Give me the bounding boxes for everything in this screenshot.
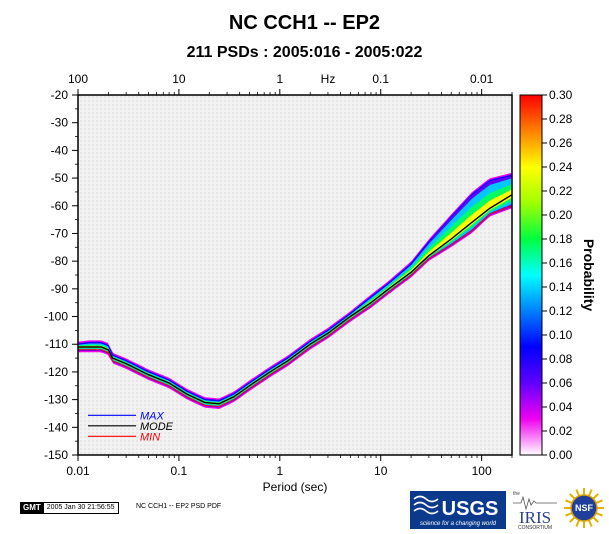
colorbar-tick-label: 0.30 bbox=[549, 88, 573, 102]
y-tick-label: -100 bbox=[44, 310, 68, 324]
colorbar-scale bbox=[519, 94, 543, 456]
colorbar-tick-label: 0.02 bbox=[549, 424, 573, 438]
gmt-stamp: GMT 2005 Jan 30 21:56:55 bbox=[20, 502, 119, 514]
gmt-logo: GMT bbox=[20, 502, 44, 514]
plot-area bbox=[77, 94, 513, 456]
usgs-logo: USGS science for a changing world bbox=[410, 491, 506, 529]
usgs-tagline: science for a changing world bbox=[420, 521, 497, 527]
iris-small-text: the bbox=[513, 491, 520, 497]
top-tick-label: 100 bbox=[68, 72, 88, 86]
iris-logo: the IRIS CONSORTIUM bbox=[513, 491, 557, 531]
nsf-text: NSF bbox=[575, 503, 594, 513]
colorbar-tick-label: 0.18 bbox=[549, 232, 573, 246]
y-tick-label: -120 bbox=[44, 365, 68, 379]
colorbar-tick-label: 0.16 bbox=[549, 256, 573, 270]
x-tick-label: 0.01 bbox=[66, 464, 90, 478]
y-tick-label: -60 bbox=[51, 199, 69, 213]
y-tick-label: -70 bbox=[51, 226, 69, 240]
y-tick-label: -80 bbox=[51, 254, 69, 268]
colorbar: 0.30 0.28 0.26 0.24 0.22 0.20 0.18 0.16 0.14 0.12… bbox=[519, 88, 597, 462]
y-tick-label: -30 bbox=[51, 116, 69, 130]
legend-label-mode: MODE bbox=[140, 421, 174, 433]
nsf-logo: NSF bbox=[564, 488, 604, 528]
y-tick-label: -150 bbox=[44, 448, 68, 462]
x-tick-label: 100 bbox=[472, 464, 492, 478]
timestamp: 2005 Jan 30 21:56:55 bbox=[43, 502, 119, 514]
colorbar-tick-label: 0.12 bbox=[549, 304, 573, 318]
y-tick-label: -130 bbox=[44, 393, 68, 407]
y-tick-label: -20 bbox=[51, 88, 69, 102]
legend-label-max: MAX bbox=[140, 410, 165, 422]
colorbar-tick-label: 0.24 bbox=[549, 160, 573, 174]
statistic-lines bbox=[78, 174, 512, 408]
series-line-mode bbox=[78, 194, 512, 405]
colorbar-tick-label: 0.06 bbox=[549, 376, 573, 390]
axes: 0.01 0.1 1 10 100 100 10 1 0.1 0.01 Hz -20 -30 -40 -50… bbox=[44, 72, 513, 494]
top-tick-label: 1 bbox=[276, 72, 283, 86]
chart-title: NC CCH1 -- EP2 bbox=[228, 12, 381, 34]
y-tick-label: -110 bbox=[45, 337, 68, 351]
iris-text: IRIS bbox=[519, 508, 551, 527]
usgs-text: USGS bbox=[442, 498, 499, 520]
colorbar-tick-label: 0.04 bbox=[549, 400, 573, 414]
colorbar-tick-label: 0.10 bbox=[549, 328, 573, 342]
colorbar-tick-label: 0.20 bbox=[549, 208, 573, 222]
colorbar-tick-label: 0.14 bbox=[549, 280, 573, 294]
legend-label-min: MIN bbox=[140, 431, 160, 443]
colorbar-tick-label: 0.00 bbox=[549, 448, 573, 462]
x-axis-label: Period (sec) bbox=[263, 480, 328, 494]
density-band-outer bbox=[78, 172, 512, 410]
y-tick-label: -50 bbox=[51, 171, 69, 185]
iris-sub-text: CONSORTIUM bbox=[518, 525, 552, 531]
series-line-min bbox=[78, 205, 512, 408]
top-tick-label: 0.1 bbox=[372, 72, 389, 86]
x-tick-label: 10 bbox=[374, 464, 388, 478]
y-tick-label: -140 bbox=[44, 420, 68, 434]
plot-label: NC CCH1 -- EP2 PSD PDF bbox=[136, 503, 222, 510]
x-tick-label: 0.1 bbox=[171, 464, 188, 478]
colorbar-label: Probability bbox=[581, 239, 597, 312]
chart-subtitle: 211 PSDs : 2005:016 - 2005:022 bbox=[186, 44, 423, 61]
colorbar-tick-label: 0.28 bbox=[549, 112, 573, 126]
y-tick-label: -90 bbox=[51, 282, 69, 296]
top-tick-label: 10 bbox=[172, 72, 186, 86]
y-tick-label: -40 bbox=[51, 143, 69, 157]
colorbar-tick-label: 0.08 bbox=[549, 352, 573, 366]
series-line-max bbox=[78, 174, 512, 402]
x-tick-label: 1 bbox=[276, 464, 283, 478]
colorbar-tick-label: 0.26 bbox=[549, 136, 573, 150]
colorbar-tick-label: 0.22 bbox=[549, 184, 573, 198]
top-axis-label: Hz bbox=[321, 72, 336, 86]
top-tick-label: 0.01 bbox=[470, 72, 494, 86]
